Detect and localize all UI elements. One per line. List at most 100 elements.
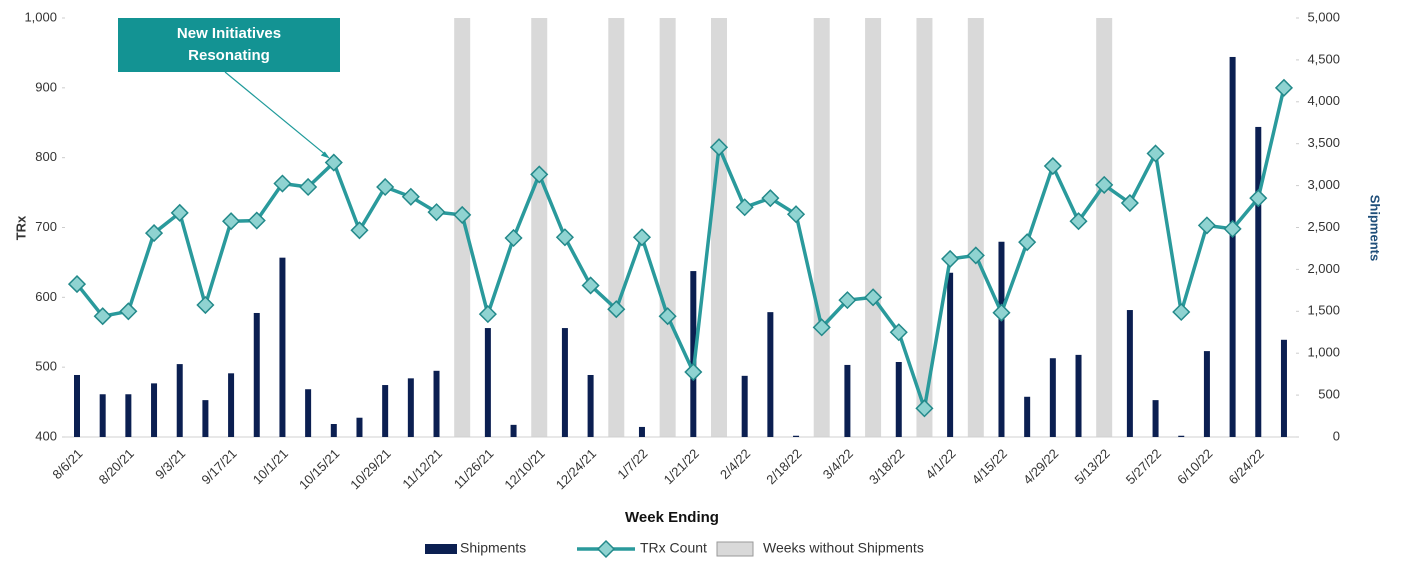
trx-marker xyxy=(530,165,549,184)
x-tick-label: 8/20/21 xyxy=(96,446,137,487)
bar xyxy=(74,374,80,437)
bar xyxy=(638,426,645,437)
bar xyxy=(1203,351,1210,437)
no-shipment-band xyxy=(813,18,830,437)
trx-marker xyxy=(427,203,446,222)
bar xyxy=(1075,354,1082,437)
trx-marker xyxy=(478,305,497,324)
bar xyxy=(1280,339,1287,437)
trx-marker xyxy=(1120,193,1139,213)
no-shipment-band xyxy=(916,18,933,437)
no-shipment-band xyxy=(454,18,471,437)
bar xyxy=(356,417,363,437)
trx-marker xyxy=(1172,302,1191,322)
bar xyxy=(253,312,260,437)
x-tick-label: 1/7/22 xyxy=(614,446,650,482)
trx-marker xyxy=(196,295,215,315)
bar xyxy=(382,385,389,437)
legend-swatch xyxy=(716,541,754,557)
bar xyxy=(99,394,106,437)
trx-marker xyxy=(607,300,626,319)
y2-tick-label: 500 xyxy=(1318,387,1340,402)
x-tick-label: 4/29/22 xyxy=(1020,446,1061,487)
x-tick-label: 11/26/21 xyxy=(451,446,497,492)
y2-axis-title: Shipments xyxy=(1368,195,1383,261)
bar xyxy=(202,400,209,437)
bar xyxy=(330,424,337,437)
bar xyxy=(561,328,568,437)
x-tick-label: 2/18/22 xyxy=(763,446,804,487)
trx-marker xyxy=(273,174,292,193)
x-tick-label: 4/15/22 xyxy=(969,446,1010,487)
annotation-arrowhead xyxy=(320,151,330,159)
no-shipment-band xyxy=(531,18,548,437)
bar xyxy=(510,424,517,437)
bar xyxy=(767,312,774,437)
bar xyxy=(1049,358,1056,437)
trx-marker xyxy=(1274,78,1294,97)
y-tick-label: 500 xyxy=(35,359,57,374)
bar xyxy=(844,364,851,437)
bar xyxy=(279,257,286,437)
trx-marker xyxy=(93,307,112,326)
y2-tick-label: 3,000 xyxy=(1307,177,1340,192)
annotation-line: Resonating xyxy=(188,47,270,64)
bar xyxy=(433,370,440,437)
legend-swatch xyxy=(596,539,616,559)
bar xyxy=(1126,310,1133,437)
bar xyxy=(1229,56,1236,437)
trx-marker xyxy=(222,212,241,231)
trx-marker xyxy=(581,276,600,295)
trx-marker xyxy=(915,399,934,418)
trx-marker xyxy=(992,303,1011,322)
y2-tick-label: 1,000 xyxy=(1307,345,1340,360)
bar xyxy=(151,383,158,437)
trx-marker xyxy=(350,221,369,240)
bar xyxy=(1178,435,1185,437)
bar xyxy=(1024,396,1031,437)
trx-marker xyxy=(1095,175,1114,194)
y2-tick-label: 5,000 xyxy=(1307,9,1340,24)
x-tick-label: 11/12/21 xyxy=(399,446,445,492)
annotation-text: New Initiatives Resonating xyxy=(177,25,281,64)
trx-marker xyxy=(170,203,189,222)
trx-marker xyxy=(941,249,960,268)
y2-tick-label: 0 xyxy=(1333,428,1340,443)
x-axis-title: Week Ending xyxy=(625,509,719,526)
y-tick-label: 400 xyxy=(35,428,57,443)
x-tick-label: 3/4/22 xyxy=(820,446,856,482)
trx-marker xyxy=(1197,216,1216,235)
legend-label: Weeks without Shipments xyxy=(763,540,924,556)
trx-line xyxy=(75,87,1286,409)
y2-tick-label: 4,000 xyxy=(1307,93,1340,108)
bar xyxy=(305,389,312,437)
x-tick-label: 8/6/21 xyxy=(49,446,85,482)
x-tick-label: 9/3/21 xyxy=(152,446,188,482)
y-tick-label: 1,000 xyxy=(24,9,57,24)
y2-tick-label: 1,500 xyxy=(1307,303,1340,318)
bar xyxy=(947,272,954,437)
no-shipment-band xyxy=(608,18,625,437)
trx-marker xyxy=(864,288,883,307)
trx-marker xyxy=(1249,189,1268,208)
trx-marker xyxy=(838,291,857,310)
x-tick-label: 2/4/22 xyxy=(717,446,753,482)
x-tick-label: 6/24/22 xyxy=(1226,446,1267,487)
trx-marker xyxy=(119,302,138,321)
bar xyxy=(587,374,594,437)
trx-marker xyxy=(632,228,652,247)
bar xyxy=(690,271,697,437)
trx-marker xyxy=(247,211,266,230)
y2-tick-label: 4,500 xyxy=(1307,51,1340,66)
annotation-arrow xyxy=(224,71,329,158)
x-tick-label: 3/18/22 xyxy=(866,446,907,487)
bar xyxy=(741,375,748,437)
trx-marker xyxy=(144,224,164,243)
x-tick-label: 10/29/21 xyxy=(347,446,393,492)
bar xyxy=(228,373,235,437)
x-tick-label: 5/27/22 xyxy=(1123,446,1164,487)
x-tick-label: 9/17/21 xyxy=(198,446,239,487)
y-tick-label: 700 xyxy=(35,219,57,234)
annotation-box xyxy=(118,18,340,72)
bar xyxy=(1152,400,1159,437)
